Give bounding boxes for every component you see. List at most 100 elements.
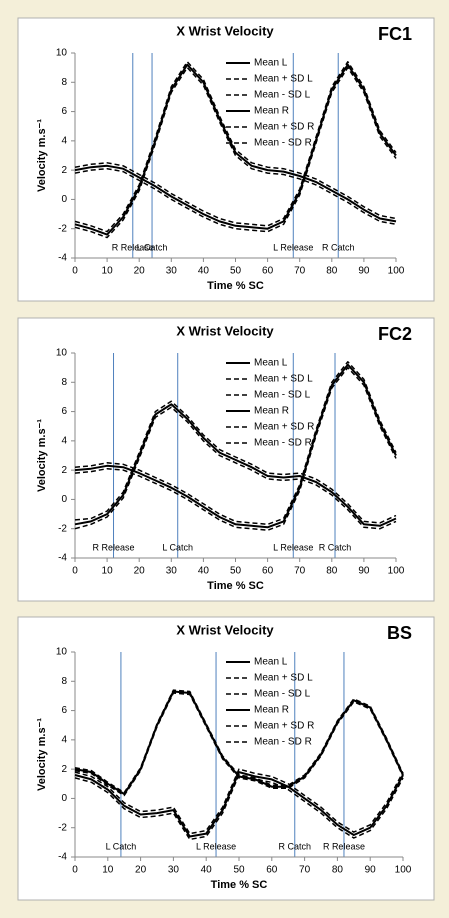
series-line [74,66,397,239]
y-tick-label: -4 [58,253,67,264]
event-label: L Release [196,841,236,851]
legend-label: Mean - SD L [254,90,311,101]
y-tick-label: -4 [58,852,67,863]
legend-label: Mean + SD R [254,122,314,133]
event-label: L Catch [162,542,193,552]
event-label: R Catch [279,841,312,851]
x-tick-label: 30 [166,566,178,577]
x-tick-label: 80 [326,266,338,277]
x-tick-label: 30 [168,865,180,876]
x-tick-label: 40 [198,566,210,577]
legend-label: Mean R [254,406,289,417]
y-tick-label: 6 [61,705,67,716]
series-line [74,403,397,527]
y-tick-label: 6 [61,406,67,417]
y-tick-label: 4 [61,435,67,446]
x-tick-label: 100 [388,266,405,277]
x-tick-label: 80 [332,865,344,876]
x-tick-label: 0 [72,266,78,277]
panel-label: FC2 [378,324,412,344]
event-label: L Catch [106,841,137,851]
x-tick-label: 50 [230,566,242,577]
x-tick-label: 70 [299,865,311,876]
x-tick-label: 90 [358,266,370,277]
y-tick-label: 2 [61,165,67,176]
x-tick-label: 30 [166,266,178,277]
legend-label: Mean L [254,657,288,668]
y-axis-label: Velocity m.s⁻¹ [36,119,48,192]
panel-label: BS [387,623,412,643]
series-line [74,66,397,233]
legend-label: Mean R [254,705,289,716]
y-tick-label: -2 [58,523,67,534]
y-tick-label: 0 [61,793,67,804]
y-tick-label: 8 [61,676,67,687]
x-tick-label: 70 [294,266,306,277]
event-label: L Catch [137,242,168,252]
event-label: R Release [112,242,154,252]
panel-background [17,616,435,901]
y-tick-label: 4 [61,734,67,745]
series-line [74,61,397,227]
y-tick-label: 0 [61,494,67,505]
x-tick-label: 80 [326,566,338,577]
x-tick-label: 100 [388,566,405,577]
series-line [74,768,404,835]
event-label: L Release [273,242,313,252]
panel-label: FC1 [378,24,412,44]
legend-label: Mean L [254,58,288,69]
series-line [74,363,397,529]
legend-label: Mean R [254,106,289,117]
y-axis-label: Velocity m.s⁻¹ [36,419,48,492]
x-tick-label: 60 [262,566,274,577]
x-tick-label: 60 [266,865,278,876]
x-tick-label: 100 [395,865,412,876]
legend-label: Mean + SD R [254,721,314,732]
chart-title: X Wrist Velocity [176,622,274,637]
y-tick-label: 6 [61,106,67,117]
x-tick-label: 60 [262,266,274,277]
y-tick-label: 8 [61,377,67,388]
event-label: R Release [323,841,365,851]
x-tick-label: 40 [201,865,213,876]
x-axis-label: Time % SC [211,879,268,891]
series-line [74,400,397,524]
legend-label: Mean - SD L [254,689,311,700]
event-label: R Release [93,542,135,552]
x-tick-label: 20 [134,566,146,577]
y-tick-label: -2 [58,223,67,234]
y-tick-label: 0 [61,194,67,205]
x-tick-label: 0 [72,566,78,577]
x-tick-label: 50 [233,865,245,876]
series-line [74,692,404,797]
legend-label: Mean - SD R [254,737,312,748]
series-line [74,774,404,841]
y-tick-label: 4 [61,135,67,146]
y-tick-label: 10 [56,48,68,59]
y-tick-label: 10 [56,348,68,359]
series-line [74,361,397,526]
y-tick-label: 8 [61,77,67,88]
legend-label: Mean - SD R [254,138,312,149]
x-tick-label: 90 [365,865,377,876]
y-tick-label: 10 [56,647,68,658]
series-line [74,771,404,838]
series-line [74,406,397,530]
chart-panel: X Wrist Velocity FC2 R Release L Catch L Rel… [17,317,435,602]
series-line [74,366,397,531]
chart-panel: X Wrist Velocity BS L Catch L Release R Catc… [17,616,435,901]
event-label: R Catch [322,242,355,252]
legend-label: Mean + SD L [254,74,313,85]
legend-label: Mean + SD L [254,374,313,385]
y-tick-label: 2 [61,465,67,476]
x-tick-label: 20 [134,266,146,277]
y-tick-label: -2 [58,822,67,833]
event-label: R Catch [319,542,352,552]
x-axis-label: Time % SC [207,580,264,592]
x-tick-label: 0 [72,865,78,876]
chart-title: X Wrist Velocity [176,323,274,338]
panel-background [17,17,435,302]
